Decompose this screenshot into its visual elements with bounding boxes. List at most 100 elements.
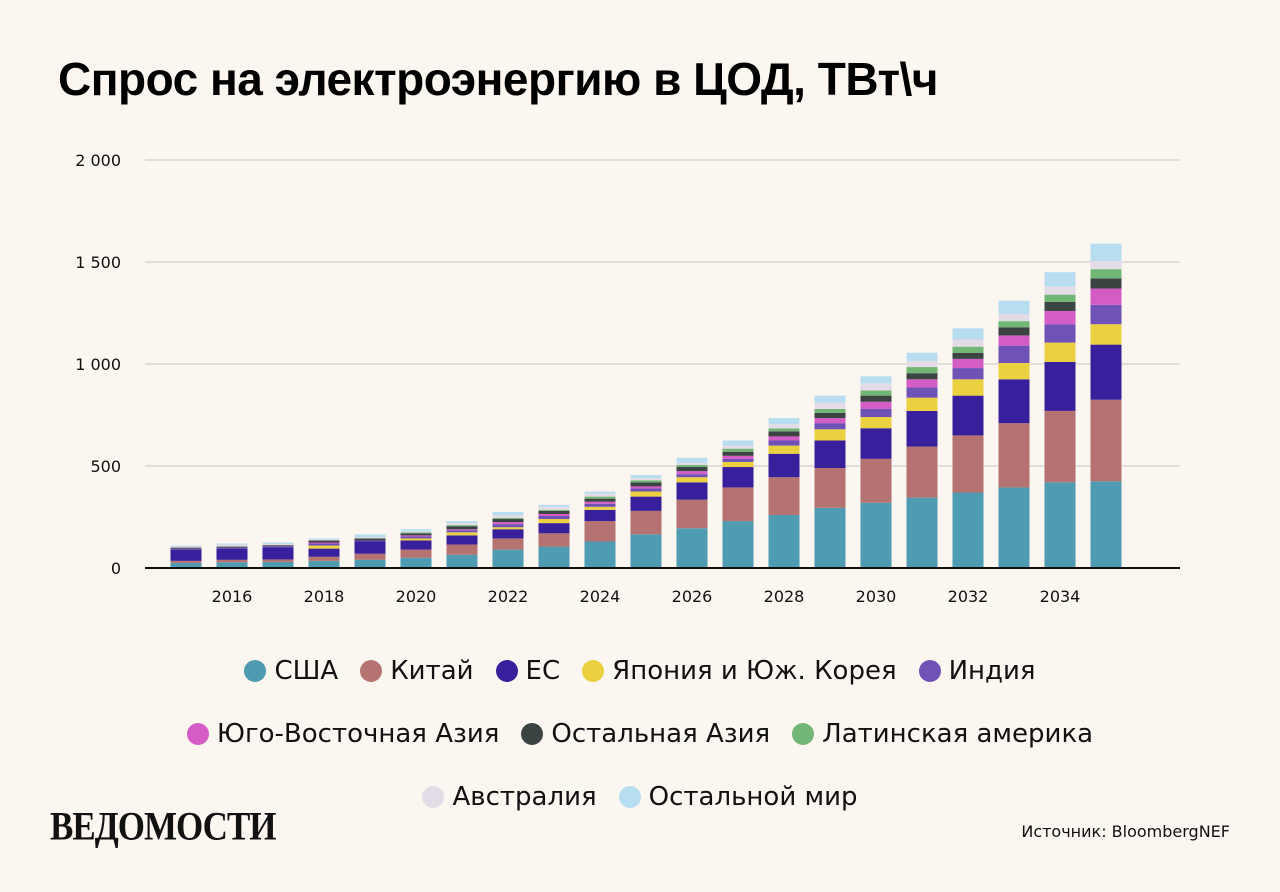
bar-segment <box>998 362 1030 380</box>
bar-segment <box>952 352 984 359</box>
bar-segment <box>400 536 432 539</box>
bar-segment <box>354 541 386 554</box>
bar-segment <box>354 538 386 541</box>
bar-stack-2015 <box>170 545 202 568</box>
legend-label: ЕС <box>525 656 561 686</box>
bar-segment <box>262 545 294 547</box>
bar-segment <box>446 554 478 568</box>
bar-segment <box>354 553 386 560</box>
bar-segment <box>308 539 340 541</box>
bar-segment <box>1090 260 1122 270</box>
bar-stack-2035 <box>1090 243 1122 568</box>
bar-segment <box>814 395 846 403</box>
bar-stack-2016 <box>216 543 248 568</box>
bar-segment <box>906 379 938 388</box>
bar-stack-2033 <box>998 300 1030 568</box>
bar-stack-2028 <box>768 418 800 568</box>
bar-segment <box>308 543 340 546</box>
bar-segment <box>170 549 202 561</box>
bar-segment <box>584 521 616 542</box>
bar-segment <box>952 435 984 493</box>
bar-segment <box>170 562 202 568</box>
bar-segment <box>446 529 478 531</box>
legend-item: Юго-Восточная Азия <box>186 719 500 749</box>
bar-segment <box>998 423 1030 488</box>
bar-segment <box>446 526 478 530</box>
legend-label: Остальной мир <box>648 782 858 812</box>
bar-segment <box>262 546 294 548</box>
bar-stack-2023 <box>538 504 570 568</box>
legend-label: Индия <box>948 656 1036 686</box>
bar-segment <box>1090 344 1122 400</box>
bar-segment <box>630 480 662 483</box>
bar-segment <box>308 548 340 557</box>
bar-segment <box>354 534 386 538</box>
bar-stack-2021 <box>446 521 478 568</box>
bar-segment <box>262 547 294 560</box>
bar-stack-2027 <box>722 440 754 568</box>
bar-segment <box>722 461 754 468</box>
bar-segment <box>860 502 892 568</box>
bar-segment <box>860 395 892 402</box>
bar-segment <box>216 543 248 545</box>
bar-segment <box>998 379 1030 424</box>
bar-segment <box>952 346 984 353</box>
bar-segment <box>216 546 248 548</box>
bar-segment <box>768 424 800 429</box>
bar-segment <box>446 544 478 555</box>
bar-segment <box>400 533 432 536</box>
bar-segment <box>216 562 248 568</box>
bar-segment <box>676 471 708 475</box>
legend-row: Австралия Остальной мир <box>0 782 1280 812</box>
legend-item: Япония и Юж. Корея <box>582 656 897 686</box>
bar-segment <box>538 510 570 514</box>
bar-segment <box>814 408 846 413</box>
bar-segment <box>584 509 616 522</box>
bar-segment <box>538 519 570 524</box>
bar-segment <box>538 504 570 507</box>
legend-label: Латинская америка <box>822 719 1094 749</box>
bar-segment <box>1044 324 1076 343</box>
bar-segment <box>722 448 754 452</box>
bar-segment <box>446 523 478 526</box>
source-note: Источник: BloombergNEF <box>1021 822 1230 841</box>
bar-segment <box>768 436 800 441</box>
bar-segment <box>446 530 478 533</box>
legend-row: США Китай ЕС Япония и Юж. Корея Индия <box>0 656 1280 686</box>
bar-segment <box>1044 342 1076 362</box>
bar-segment <box>354 537 386 539</box>
bar-segment <box>354 559 386 568</box>
bar-segment <box>492 524 524 528</box>
bar-segment <box>1090 288 1122 305</box>
bar-stack-2031 <box>906 352 938 568</box>
legend-label: Юго-Восточная Азия <box>216 719 500 749</box>
bar-segment <box>492 518 524 520</box>
bar-segment <box>814 429 846 441</box>
bar-segment <box>1044 294 1076 302</box>
bar-segment <box>216 547 248 549</box>
bar-segment <box>860 428 892 459</box>
bar-segment <box>584 491 616 494</box>
x-tick-label: 2022 <box>488 587 529 606</box>
bar-segment <box>998 487 1030 568</box>
bar-segment <box>676 474 708 478</box>
bar-segment <box>170 545 202 547</box>
bar-segment <box>216 548 248 560</box>
bar-stack-2020 <box>400 529 432 568</box>
bar-segment <box>676 457 708 463</box>
bar-stack-2034 <box>1044 272 1076 568</box>
bar-segment <box>630 491 662 497</box>
bar-segment <box>630 478 662 481</box>
bar-segment <box>1044 272 1076 287</box>
bar-segment <box>1090 324 1122 345</box>
bar-segment <box>860 376 892 384</box>
bar-segment <box>1044 361 1076 411</box>
bar-segment <box>630 482 662 487</box>
bar-segment <box>768 453 800 478</box>
bar-segment <box>262 561 294 568</box>
legend-label: Япония и Юж. Корея <box>612 656 897 686</box>
bar-segment <box>538 533 570 547</box>
bar-segment <box>492 519 524 523</box>
bar-segment <box>906 397 938 411</box>
legend-item: Китай <box>360 656 474 686</box>
